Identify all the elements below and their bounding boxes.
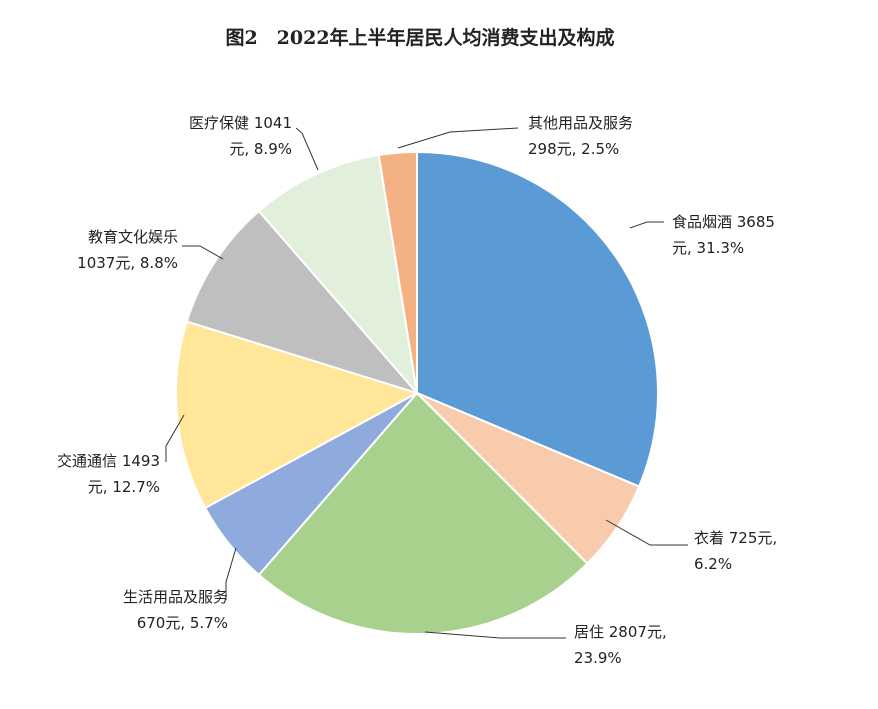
slice-label-line: 670元, 5.7% (137, 614, 228, 632)
slice-label: 其他用品及服务 298元, 2.5% (528, 114, 633, 158)
slice-label-line: 教育文化娱乐 (88, 228, 178, 246)
leader-line (225, 547, 237, 600)
pie-slice (185, 209, 421, 395)
slice-label: 衣着 725元, 6.2% (694, 529, 777, 573)
pie-slices (175, 150, 659, 635)
pie-slice (257, 391, 589, 635)
pie-slice (416, 150, 659, 488)
slice-label: 居住 2807元, 23.9% (574, 623, 667, 667)
slice-label: 食品烟酒 3685 元, 31.3% (672, 213, 775, 257)
leader-line (397, 127, 519, 149)
pie-slice (257, 153, 419, 397)
pie-slice (175, 320, 420, 510)
leader-lines (165, 127, 688, 639)
slice-label: 生活用品及服务 670元, 5.7% (123, 588, 228, 632)
slice-label-line: 食品烟酒 3685 (672, 213, 775, 231)
chart-title: 图2 2022年上半年居民人均消费支出及构成 (225, 26, 614, 49)
leader-line (605, 519, 688, 546)
leader-line (424, 631, 566, 639)
slice-label-line: 其他用品及服务 (528, 114, 633, 132)
pie-slice (377, 150, 418, 394)
leader-line (295, 127, 319, 171)
slice-label-line: 元, 8.9% (229, 140, 292, 158)
slice-label-line: 23.9% (574, 649, 622, 667)
slice-label: 教育文化娱乐 1037元, 8.8% (77, 228, 178, 272)
slice-labels: 食品烟酒 3685 元, 31.3% 衣着 725元, 6.2% 居住 2807元, 23… (57, 114, 777, 667)
leader-line (182, 245, 224, 260)
slice-label-line: 生活用品及服务 (123, 588, 228, 606)
slice-label-line: 1037元, 8.8% (77, 254, 178, 272)
slice-label-line: 元, 31.3% (672, 239, 744, 257)
leader-line (165, 414, 185, 462)
slice-label-line: 居住 2807元, (574, 623, 667, 641)
slice-label-line: 元, 12.7% (88, 478, 160, 496)
slice-label-line: 298元, 2.5% (528, 140, 619, 158)
slice-label-line: 6.2% (694, 555, 732, 573)
slice-label: 交通通信 1493 元, 12.7% (57, 452, 160, 496)
leader-line (629, 221, 664, 229)
slice-label: 医疗保健 1041 元, 8.9% (189, 114, 292, 158)
slice-label-line: 衣着 725元, (694, 529, 777, 547)
slice-label-line: 医疗保健 1041 (189, 114, 292, 132)
slice-label-line: 交通通信 1493 (57, 452, 160, 470)
